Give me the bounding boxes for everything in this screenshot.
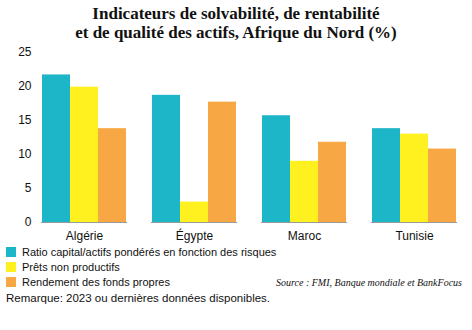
svg-text:10: 10 xyxy=(18,147,32,161)
svg-text:25: 25 xyxy=(18,45,32,59)
svg-text:0: 0 xyxy=(25,215,32,229)
html-text:Rendement des fonds propres: Rendement des fonds propres xyxy=(22,275,170,288)
svg-text:Maroc: Maroc xyxy=(288,229,321,243)
svg-text:20: 20 xyxy=(18,79,32,93)
html-text:Remarque: 2023 ou dernières do: Remarque: 2023 ou dernières données disp… xyxy=(6,292,270,304)
html-text:Ratio capital/actifs pondérés: Ratio capital/actifs pondérés en fonctio… xyxy=(22,245,277,258)
svg-text:15: 15 xyxy=(18,113,32,127)
html-text:Indicateurs de solvabilité, de: Indicateurs de solvabilité, de rentabili… xyxy=(75,4,397,42)
svg-text:Tunisie: Tunisie xyxy=(395,229,434,243)
svg-text:Égypte: Égypte xyxy=(176,228,214,243)
svg-text:Algérie: Algérie xyxy=(66,229,104,243)
svg-text:5: 5 xyxy=(25,181,32,195)
html-text:Prêts non productifs: Prêts non productifs xyxy=(22,260,120,273)
html-text:Source : FMI, Banque mondiale: Source : FMI, Banque mondiale et BankFoc… xyxy=(276,277,462,288)
